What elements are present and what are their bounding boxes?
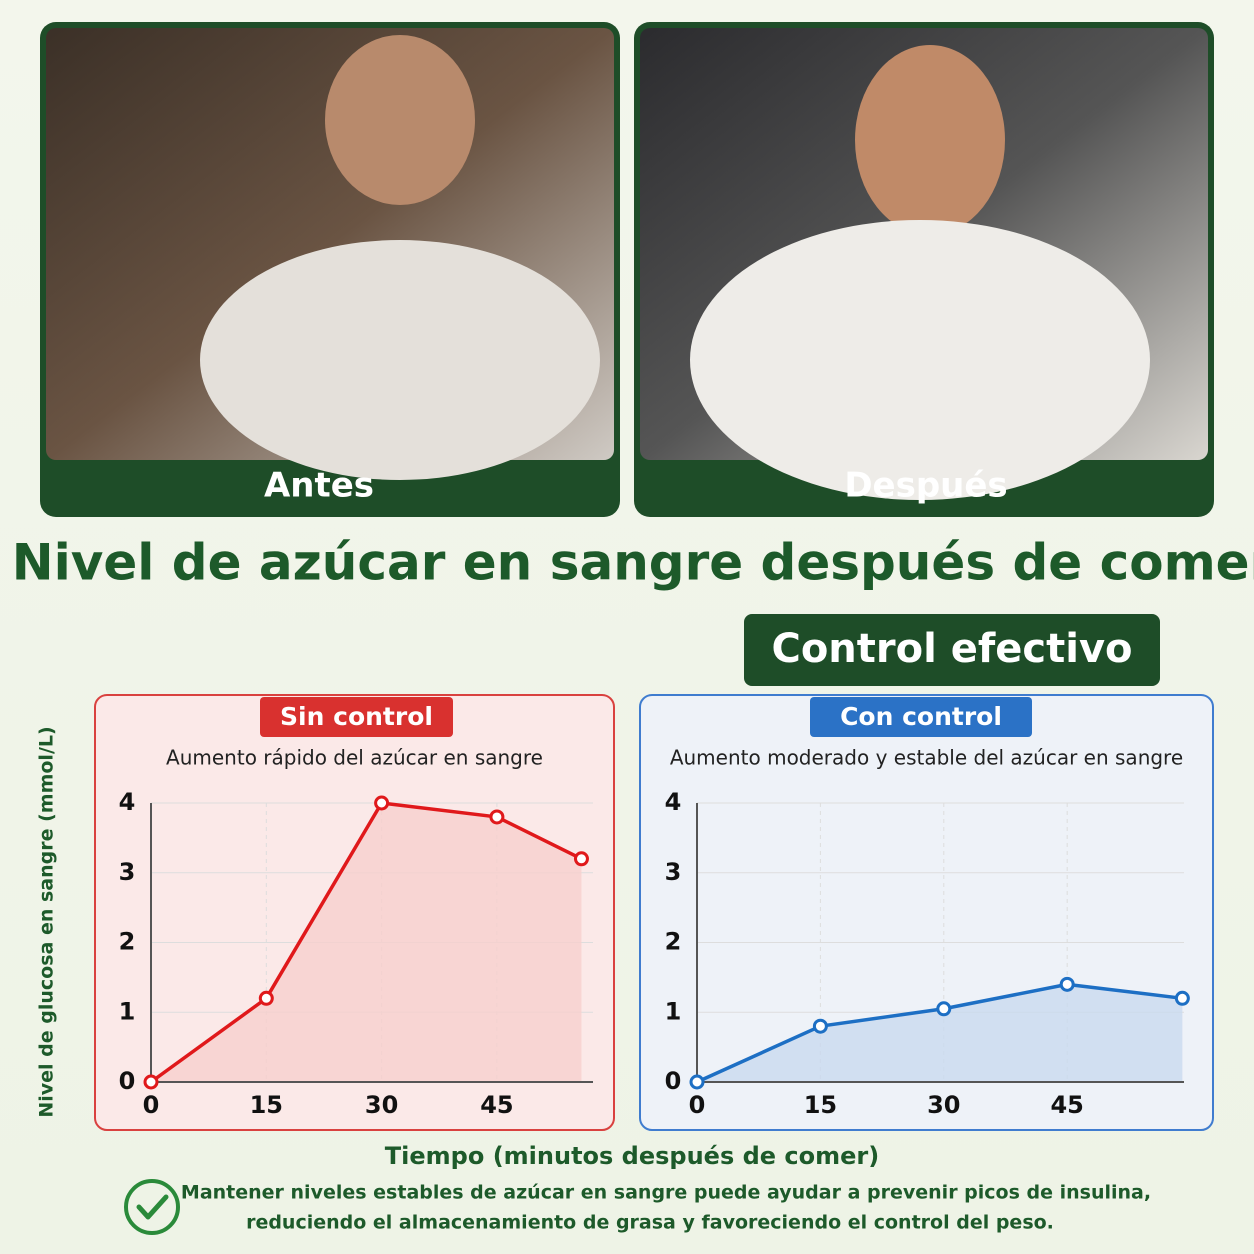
point [936,1001,952,1017]
area [697,984,1183,1082]
photo-figure [325,35,475,205]
note-line: Mantener niveles estables de azúcar en s… [181,1182,1151,1204]
y-tick-label: 2 [119,928,136,956]
badge [744,614,1160,686]
chart-tag-text: Sin control [280,702,433,731]
chart-tag [260,697,453,737]
check-mark [136,1194,169,1220]
photo-figure [855,45,1005,235]
y-tick-label: 3 [119,858,136,886]
y-tick-label: 4 [665,788,682,816]
point [573,851,589,867]
photo-figure [200,240,600,480]
y-tick-label: 0 [665,1067,682,1095]
point [374,795,390,811]
point [143,1074,159,1090]
area [151,803,582,1082]
check-icon [124,1179,180,1235]
y-tick-label: 4 [119,788,136,816]
y-tick-label: 1 [119,997,136,1025]
y-tick-label: 2 [665,928,682,956]
point [489,809,505,825]
chart-subtitle: Aumento rápido del azúcar en sangre [166,746,543,770]
point [258,990,274,1006]
photo-figure [690,220,1150,500]
panel-label: Antes [264,466,374,506]
badge-text: Control efectivo [771,626,1132,672]
y-axis-label: Nivel de glucosa en sangre (mmol/L) [36,726,58,1117]
x-tick-label: 15 [804,1091,837,1119]
y-tick-label: 1 [665,997,682,1025]
x-tick-label: 15 [250,1091,283,1119]
point [689,1074,705,1090]
x-tick-label: 45 [480,1091,513,1119]
y-tick-label: 3 [665,858,682,886]
chart-subtitle: Aumento moderado y estable del azúcar en… [670,746,1183,770]
x-tick-label: 0 [689,1091,706,1119]
panel-label: Después [844,466,1007,506]
point [1174,990,1190,1006]
point [1059,976,1075,992]
x-tick-label: 30 [927,1091,960,1119]
chart-tag-text: Con control [840,702,1002,731]
x-tick-label: 45 [1050,1091,1083,1119]
x-axis-label: Tiempo (minutos después de comer) [385,1142,879,1170]
x-tick-label: 0 [143,1091,160,1119]
point [812,1018,828,1034]
note-line: reduciendo el almacenamiento de grasa y … [246,1212,1054,1234]
x-tick-label: 30 [365,1091,398,1119]
main-title: Nivel de azúcar en sangre después de com… [12,534,1254,592]
charts: Sin control Aumento rápido del azúcar en … [94,694,1214,1131]
y-tick-label: 0 [119,1067,136,1095]
chart-tag [810,697,1032,737]
